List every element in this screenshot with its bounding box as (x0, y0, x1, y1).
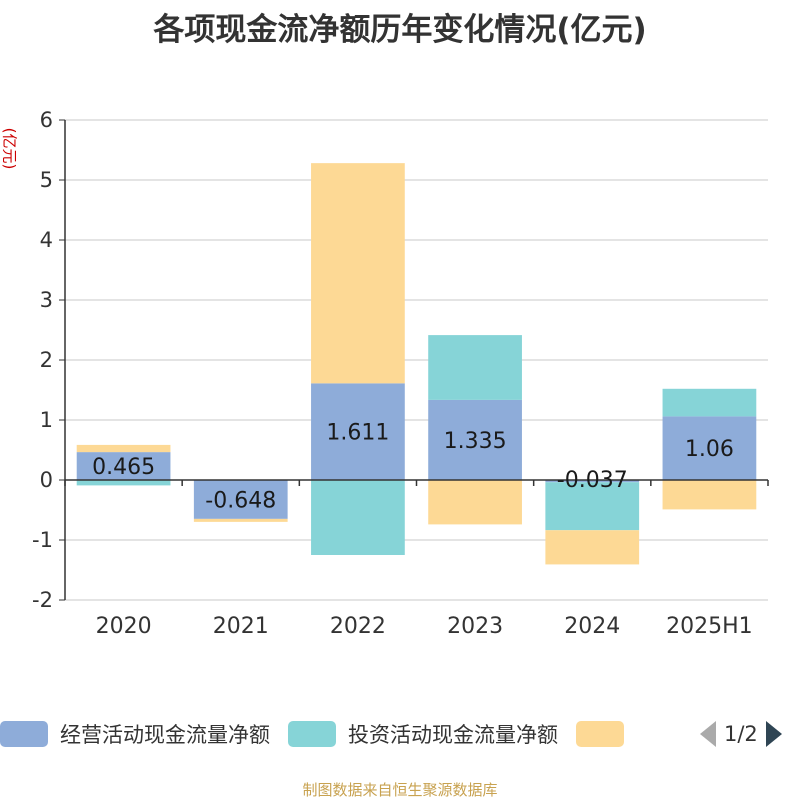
data-label-2020: 0.465 (92, 455, 155, 480)
legend-label-investing: 投资活动现金流量净额 (348, 723, 558, 747)
legend-item-operating[interactable]: 经营活动现金流量净额 (0, 719, 270, 749)
y-tick-label: -2 (32, 588, 53, 612)
y-tick-label: 5 (40, 168, 53, 192)
bar-2024-series-1 (545, 482, 640, 531)
y-tick-label: -1 (32, 528, 53, 552)
legend-pager: 1/2 (700, 716, 782, 752)
bar-chart: -2 -1 0 1 2 3 4 5 6 0.465 -0.648 1.611 1.335 -0.037 1.… (32, 108, 769, 639)
data-label-2021: -0.648 (205, 488, 276, 513)
data-label-2024: -0.037 (557, 468, 628, 493)
x-tick-label-2024: 2024 (564, 614, 620, 639)
bar-2023-series-2 (428, 480, 522, 525)
bar-2021-series-0 (193, 480, 288, 519)
y-tick-label: 1 (40, 408, 53, 432)
y-tick-label: 6 (40, 108, 53, 132)
bar-2023-series-0 (428, 399, 522, 480)
x-tick-label-2020: 2020 (96, 614, 152, 639)
bar-2025H1-series-1 (662, 388, 757, 417)
bar-2022-series-1 (311, 480, 405, 555)
x-tick-label-2023: 2023 (447, 614, 503, 639)
bar-2025H1-series-0 (662, 416, 757, 480)
bar-2021-series-2 (193, 518, 288, 522)
y-tick-label: 4 (40, 228, 53, 252)
bar-2022-series-2 (311, 163, 405, 384)
bar-2020-series-1 (76, 480, 171, 486)
legend-swatch-operating (0, 721, 48, 747)
data-label-2022: 1.611 (326, 421, 389, 446)
chart-title: 各项现金流净额历年变化情况(亿元) (153, 12, 647, 48)
y-tick-label: 0 (40, 468, 53, 492)
bar-2023-series-1 (428, 335, 522, 400)
bar-2024-series-2 (545, 530, 640, 565)
x-tick-label-2025H1: 2025H1 (666, 614, 753, 639)
data-label-2025H1: 1.06 (685, 437, 734, 462)
legend-swatch-investing (288, 721, 336, 747)
legend-page-indicator: 1/2 (724, 722, 758, 746)
legend-prev-page-icon[interactable] (700, 721, 716, 747)
legend-swatch-third-series (576, 721, 624, 747)
bar-2024-series-0 (545, 480, 640, 483)
bar-2020-series-2 (76, 444, 171, 453)
legend: 经营活动现金流量净额 投资活动现金流量净额 (0, 716, 800, 752)
legend-item-third-series[interactable] (576, 721, 636, 747)
legend-label-operating: 经营活动现金流量净额 (60, 723, 270, 747)
x-tick-label-2021: 2021 (213, 614, 269, 639)
y-tick-label: 3 (40, 288, 53, 312)
bar-2022-series-0 (311, 383, 405, 480)
y-tick-label: 2 (40, 348, 53, 372)
legend-next-page-icon[interactable] (765, 721, 782, 747)
x-tick-label-2022: 2022 (330, 614, 386, 639)
bar-2020-series-0 (76, 452, 171, 480)
data-label-2023: 1.335 (444, 429, 507, 454)
data-source-note: 制图数据来自恒生聚源数据库 (302, 781, 498, 799)
legend-item-investing[interactable]: 投资活动现金流量净额 (288, 719, 558, 749)
bar-2025H1-series-2 (662, 480, 757, 510)
